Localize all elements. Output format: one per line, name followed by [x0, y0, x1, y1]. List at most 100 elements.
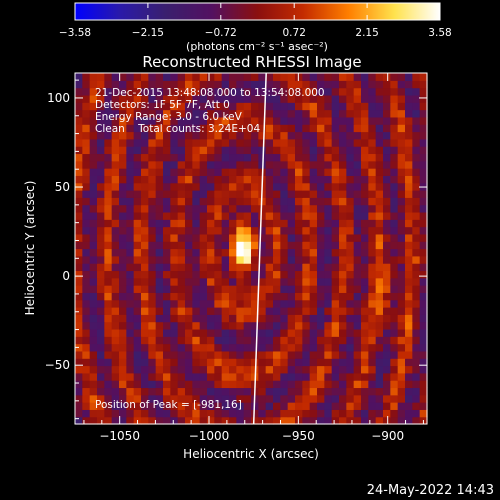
- heatmap-cell: [82, 219, 91, 228]
- heatmap-cell: [353, 365, 362, 374]
- heatmap-cell: [287, 263, 296, 272]
- heatmap-cell: [331, 87, 340, 96]
- heatmap-cell: [214, 138, 223, 147]
- heatmap-cell: [133, 402, 142, 410]
- heatmap-cell: [251, 168, 259, 176]
- heatmap-cell: [97, 255, 105, 264]
- heatmap-cell: [155, 270, 164, 279]
- heatmap-cell: [89, 146, 98, 155]
- heatmap-cell: [111, 80, 120, 89]
- heatmap-cell: [207, 343, 215, 352]
- heatmap-cell: [295, 109, 303, 118]
- heatmap-cell: [251, 131, 259, 140]
- heatmap-cell: [331, 321, 340, 330]
- heatmap-cell: [412, 73, 421, 81]
- heatmap-cell: [155, 175, 164, 184]
- heatmap-cell: [368, 241, 377, 250]
- heatmap-cell: [82, 168, 91, 176]
- x-tick-label: −900: [371, 429, 404, 443]
- heatmap-cell: [390, 124, 399, 133]
- heatmap-cell: [405, 358, 413, 367]
- x-tick-label: −950: [282, 429, 315, 443]
- heatmap-cell: [177, 263, 186, 272]
- heatmap-cell: [419, 211, 428, 220]
- heatmap-cell: [163, 350, 171, 359]
- heatmap-cell: [192, 285, 201, 293]
- heatmap-cell: [82, 307, 91, 315]
- heatmap-cell: [273, 102, 281, 111]
- heatmap-cell: [199, 138, 208, 147]
- heatmap-cell: [133, 241, 142, 250]
- heatmap-cell: [339, 299, 347, 308]
- heatmap-cell: [405, 394, 413, 403]
- heatmap-cell: [148, 87, 157, 96]
- heatmap-cell: [287, 328, 296, 337]
- heatmap-cell: [207, 182, 215, 191]
- heatmap-cell: [89, 394, 98, 403]
- heatmap-cell: [111, 241, 120, 250]
- heatmap-cell: [397, 138, 406, 147]
- heatmap-cell: [126, 402, 135, 410]
- heatmap-cell: [170, 219, 179, 228]
- heatmap-cell: [119, 270, 127, 279]
- heatmap-cell: [133, 365, 142, 374]
- heatmap-cell: [155, 226, 164, 235]
- heatmap-cell: [302, 380, 311, 389]
- heatmap-cell: [273, 233, 281, 242]
- heatmap-cell: [177, 372, 186, 381]
- heatmap-cell: [97, 321, 105, 330]
- heatmap-cell: [221, 175, 230, 184]
- heatmap-cell: [177, 182, 186, 191]
- heatmap-cell: [339, 124, 347, 133]
- heatmap-cell: [390, 248, 399, 257]
- heatmap-cell: [375, 285, 384, 293]
- heatmap-cell: [155, 248, 164, 257]
- heatmap-cell: [375, 197, 384, 206]
- heatmap-cell: [309, 94, 318, 103]
- heatmap-cell: [383, 321, 391, 330]
- heatmap-cell: [97, 394, 105, 403]
- heatmap-cell: [119, 307, 127, 315]
- heatmap-cell: [170, 263, 179, 272]
- heatmap-cell: [236, 131, 245, 140]
- heatmap-cell: [405, 131, 413, 140]
- heatmap-cell: [317, 365, 325, 374]
- heatmap-cell: [258, 350, 267, 359]
- heatmap-cell: [89, 358, 98, 367]
- heatmap-cell: [346, 358, 355, 367]
- heatmap-cell: [148, 350, 157, 359]
- heatmap-cell: [397, 299, 406, 308]
- heatmap-cell: [295, 219, 303, 228]
- heatmap-cell: [405, 409, 413, 418]
- heatmap-cell: [383, 197, 391, 206]
- heatmap-cell: [405, 102, 413, 111]
- heatmap-cell: [111, 94, 120, 103]
- heatmap-cell: [397, 307, 406, 315]
- heatmap-cell: [346, 285, 355, 293]
- heatmap-cell: [324, 138, 333, 147]
- heatmap-cell: [163, 116, 171, 125]
- heatmap-cell: [192, 350, 201, 359]
- heatmap-cell: [82, 94, 91, 103]
- heatmap-cell: [177, 248, 186, 257]
- heatmap-cell: [258, 248, 267, 257]
- heatmap-cell: [185, 211, 193, 220]
- heatmap-cell: [280, 153, 289, 162]
- heatmap-cell: [207, 292, 215, 301]
- heatmap-cell: [111, 219, 120, 228]
- heatmap-cell: [324, 168, 333, 176]
- heatmap-cell: [302, 248, 311, 257]
- heatmap-cell: [368, 168, 377, 176]
- heatmap-cell: [236, 263, 245, 272]
- heatmap-cell: [97, 138, 105, 147]
- heatmap-cell: [375, 358, 384, 367]
- heatmap-cell: [390, 350, 399, 359]
- heatmap-cell: [75, 285, 83, 293]
- heatmap-cell: [353, 336, 362, 345]
- heatmap-cell: [229, 416, 237, 425]
- heatmap-cell: [104, 277, 113, 286]
- heatmap-cell: [221, 226, 230, 235]
- heatmap-cell: [141, 153, 149, 162]
- heatmap-cell: [148, 211, 157, 220]
- heatmap-cell: [324, 248, 333, 257]
